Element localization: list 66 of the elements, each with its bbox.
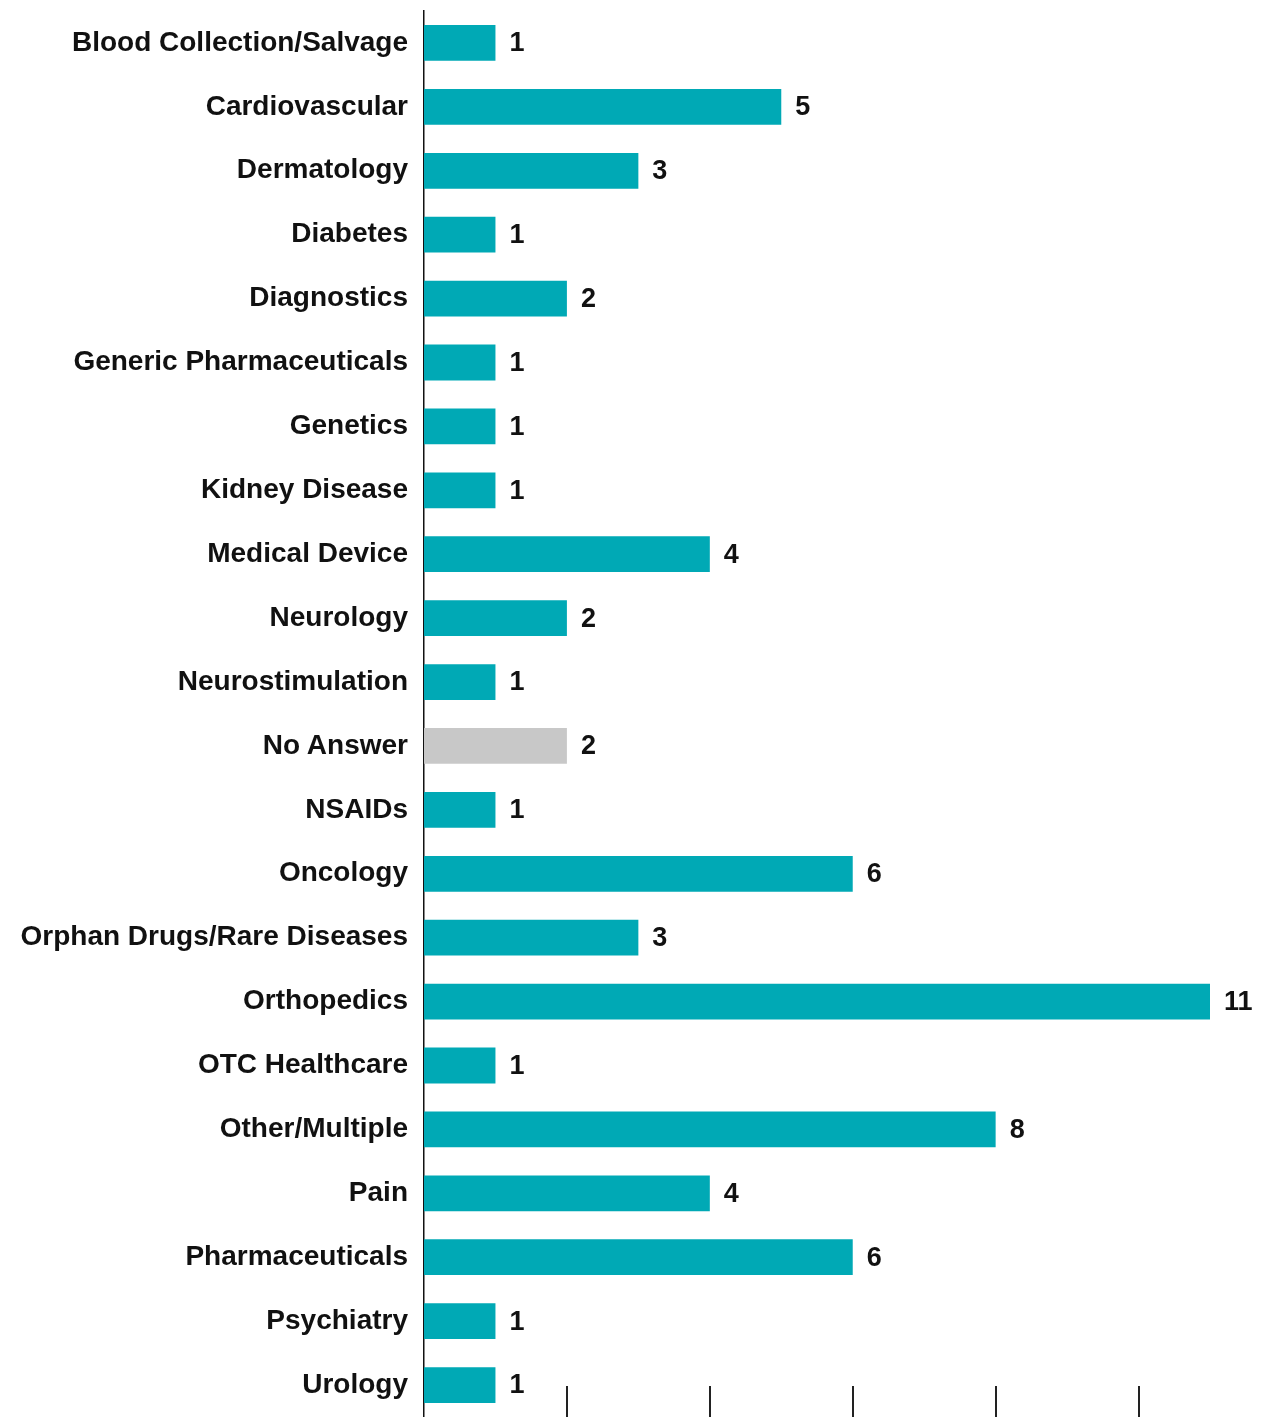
- bar: [424, 280, 567, 317]
- data-label: 1: [509, 794, 525, 825]
- data-label: 6: [866, 858, 882, 889]
- y-tick-label: Pain: [348, 1176, 408, 1208]
- bar: [424, 1239, 853, 1276]
- y-tick-label: Genetics: [289, 409, 408, 441]
- y-tick-label: Other/Multiple: [219, 1112, 408, 1144]
- y-tick-label: Orphan Drugs/Rare Diseases: [20, 920, 408, 952]
- bar: [424, 1175, 710, 1212]
- y-tick-label: Dermatology: [236, 153, 409, 185]
- data-label: 4: [723, 538, 739, 569]
- y-tick-label: Cardiovascular: [205, 89, 409, 121]
- data-label: 2: [580, 730, 596, 761]
- data-label: 6: [866, 1241, 882, 1272]
- y-tick-label: Urology: [302, 1367, 409, 1399]
- y-tick-label: Medical Device: [207, 536, 408, 568]
- data-label: 2: [580, 283, 596, 314]
- y-tick-label: Diagnostics: [249, 281, 408, 313]
- bar: [424, 1111, 996, 1148]
- y-tick-label: Diabetes: [291, 217, 408, 249]
- data-label: 1: [509, 219, 525, 250]
- bar: [424, 600, 567, 637]
- y-tick-label: OTC Healthcare: [197, 1048, 408, 1080]
- bar: [424, 536, 710, 573]
- bar: [424, 472, 496, 509]
- y-tick-label: Neurostimulation: [177, 664, 408, 696]
- y-tick-label: Orthopedics: [243, 984, 408, 1016]
- data-label: 4: [723, 1177, 739, 1208]
- y-tick-label: Oncology: [278, 856, 409, 888]
- bar: [424, 1303, 496, 1340]
- data-label: 1: [509, 346, 525, 377]
- data-label: 5: [795, 91, 811, 122]
- data-label: 2: [580, 602, 596, 633]
- bar: [424, 791, 496, 828]
- y-tick-label: No Answer: [262, 728, 409, 760]
- bar: [424, 855, 853, 892]
- data-label: 3: [652, 155, 668, 186]
- bar: [424, 919, 639, 956]
- data-label: 1: [509, 410, 525, 441]
- bar: [424, 25, 496, 61]
- y-tick-label: Neurology: [269, 600, 409, 632]
- y-tick-label: Pharmaceuticals: [185, 1239, 408, 1271]
- y-tick-label: Blood Collection/Salvage: [71, 25, 408, 57]
- bar: [424, 88, 782, 125]
- bar: [424, 152, 639, 189]
- y-tick-label: Psychiatry: [266, 1303, 409, 1335]
- data-label: 1: [509, 474, 525, 505]
- data-label: 8: [1009, 1113, 1025, 1144]
- bar: [424, 216, 496, 253]
- bar: [424, 1047, 496, 1084]
- data-label: 1: [509, 27, 525, 58]
- bar: [424, 664, 496, 700]
- data-label: 1: [509, 1049, 525, 1080]
- y-tick-label: Generic Pharmaceuticals: [73, 345, 408, 377]
- bar: [424, 983, 1210, 1020]
- data-label: 1: [509, 666, 525, 697]
- bar: [424, 1367, 496, 1403]
- y-tick-label: NSAIDs: [305, 792, 408, 824]
- bar: [424, 344, 496, 381]
- data-label: 1: [509, 1369, 525, 1400]
- data-label: 11: [1224, 986, 1253, 1017]
- y-tick-label: Kidney Disease: [201, 473, 408, 505]
- bar: [424, 408, 496, 445]
- data-label: 3: [652, 922, 668, 953]
- data-label: 1: [509, 1305, 525, 1336]
- bar: [424, 728, 567, 764]
